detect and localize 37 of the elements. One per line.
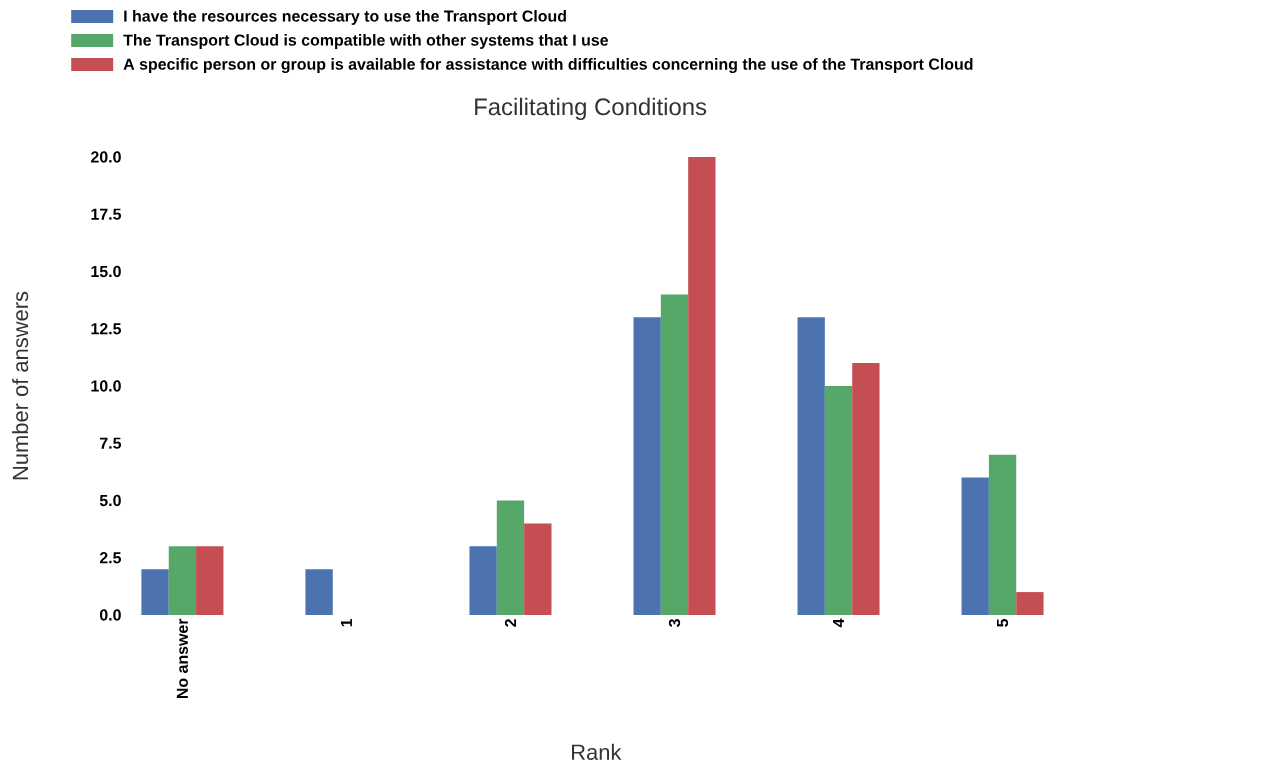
x-axis-title: Rank — [572, 743, 622, 760]
chart-title: Facilitating Conditions — [475, 97, 707, 121]
x-tick-label: No answer — [176, 618, 188, 699]
bar — [660, 294, 689, 615]
bar — [961, 477, 989, 615]
x-tick-label: 1 — [340, 618, 352, 627]
bar — [797, 317, 825, 615]
y-tick-label: 20.0 — [91, 151, 121, 163]
y-tick-label: 7.5 — [100, 437, 122, 449]
y-tick-label: 0.0 — [99, 609, 121, 621]
x-tick-label: 5 — [996, 618, 1009, 627]
bar — [524, 523, 552, 615]
bar — [469, 546, 497, 615]
bar — [633, 317, 661, 615]
bar — [1016, 592, 1044, 615]
x-tick-label: 4 — [833, 618, 845, 628]
bar — [988, 454, 1017, 615]
x-tick-label: 2 — [504, 619, 517, 627]
y-tick-label: 12.5 — [91, 323, 122, 335]
bar — [852, 363, 880, 615]
y-tick-label: 5.0 — [99, 494, 121, 507]
bar — [168, 546, 197, 615]
x-tick-label: 3 — [668, 619, 681, 628]
legend-label: I have the resources necessary to use the Transport Cloud — [124, 10, 566, 25]
y-tick-label: 17.5 — [91, 208, 122, 220]
bar — [688, 156, 716, 615]
y-tick-label: 2.5 — [99, 552, 122, 564]
legend-label: The Transport Cloud is compatible with other systems that I use — [123, 34, 609, 49]
bar — [305, 569, 333, 615]
y-axis-title: Number of answers — [12, 291, 29, 480]
y-tick-label: 10.0 — [91, 380, 121, 392]
bar — [141, 569, 169, 615]
y-tick-label: 15.0 — [91, 265, 121, 278]
bar — [824, 385, 853, 615]
legend-label: A specific person or group is available for assistance with difficulties concerning the use of the Transport Cloud — [123, 58, 973, 74]
bar — [196, 546, 224, 615]
bar — [496, 500, 525, 615]
